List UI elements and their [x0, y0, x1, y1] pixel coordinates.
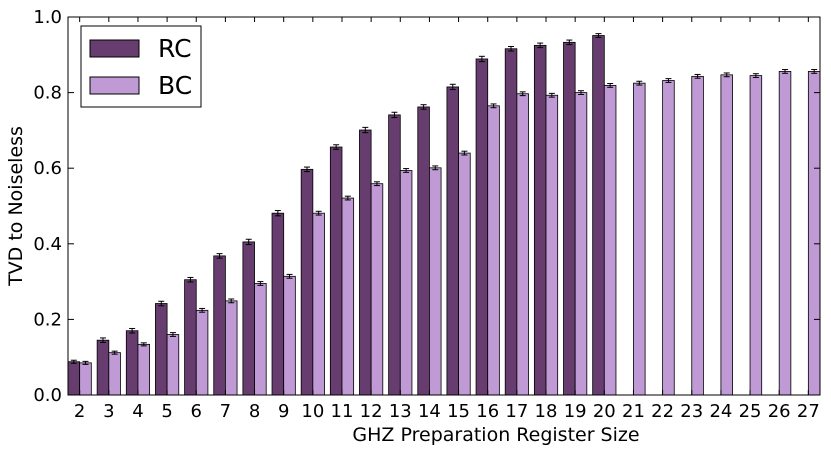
bar-bc-6 [195, 309, 209, 396]
bar-bc-4 [137, 343, 151, 396]
bar-bc-20 [603, 85, 617, 396]
legend-swatch-bc [89, 76, 140, 95]
bar-bc-11 [341, 197, 355, 396]
x-tick-label-2: 2 [74, 401, 85, 422]
x-tick-label-27: 27 [797, 401, 820, 422]
bar-rc-3 [96, 339, 110, 396]
bar-bc-8 [254, 283, 267, 396]
x-tick-label-22: 22 [651, 401, 674, 422]
bar-rc-4 [125, 330, 139, 396]
bar-bc-16 [487, 105, 500, 396]
bar-bc-15 [458, 152, 471, 396]
x-tick-label-24: 24 [709, 401, 732, 422]
x-tick-label-14: 14 [418, 401, 441, 422]
x-tick-label-11: 11 [331, 401, 354, 422]
bar-bc-21 [633, 82, 646, 396]
bar-bc-25 [749, 75, 763, 396]
x-tick-label-5: 5 [161, 401, 172, 422]
x-tick-label-7: 7 [220, 401, 231, 422]
y-tick-label-0.6: 0.6 [33, 158, 62, 179]
bar-bc-3 [108, 352, 121, 396]
x-tick-label-10: 10 [301, 401, 324, 422]
bar-rc-15 [446, 86, 459, 396]
legend: RC BC [80, 25, 202, 108]
bar-bc-14 [429, 167, 442, 396]
bar-bc-2 [79, 362, 92, 396]
error-bars-layer [70, 33, 818, 365]
bar-rc-19 [563, 41, 576, 396]
x-axis-title: GHZ Preparation Register Size [352, 424, 639, 446]
x-tick-label-17: 17 [505, 401, 528, 422]
bar-rc-10 [300, 168, 314, 396]
tick-labels-layer: 2 3 4 5 6 7 8 9 10 11 12 13 14 15 16 17 18 19 20 21 22 23 24 25… [33, 7, 819, 422]
x-tick-label-3: 3 [103, 401, 114, 422]
bar-bc-5 [166, 334, 180, 396]
x-tick-label-19: 19 [564, 401, 587, 422]
y-tick-label-1.0: 1.0 [33, 7, 62, 28]
y-tick-label-0.4: 0.4 [33, 234, 62, 255]
bar-bc-24 [720, 74, 733, 396]
x-tick-label-20: 20 [593, 401, 616, 422]
x-tick-label-16: 16 [476, 401, 499, 422]
x-tick-label-18: 18 [535, 401, 558, 422]
bar-rc-7 [213, 255, 226, 396]
x-tick-label-23: 23 [680, 401, 703, 422]
x-tick-label-21: 21 [622, 401, 645, 422]
y-tick-label-0.2: 0.2 [33, 309, 62, 330]
bar-bc-9 [283, 275, 296, 396]
y-tick-label-0.8: 0.8 [33, 83, 62, 104]
bar-bc-19 [574, 92, 588, 396]
bar-bc-17 [516, 93, 529, 396]
x-tick-label-9: 9 [278, 401, 289, 422]
bar-rc-17 [504, 48, 518, 396]
bar-bc-23 [691, 75, 704, 396]
bar-bc-22 [662, 80, 675, 396]
x-tick-label-4: 4 [132, 401, 143, 422]
bar-rc-12 [359, 129, 372, 396]
bar-rc-18 [533, 44, 547, 396]
bar-rc-13 [388, 114, 401, 396]
bar-rc-6 [184, 279, 197, 396]
plot-frame [67, 16, 821, 396]
bar-bc-18 [545, 94, 559, 396]
y-tick-label-0.0: 0.0 [33, 385, 62, 406]
bar-rc-14 [417, 106, 430, 396]
x-tick-label-25: 25 [739, 401, 762, 422]
axes-layer [67, 16, 821, 396]
bar-rc-20 [592, 35, 605, 396]
y-axis-title: TVD to Noiseless [5, 126, 27, 287]
x-tick-label-8: 8 [249, 401, 260, 422]
bar-rc-9 [271, 212, 285, 396]
legend-label-rc: RC [158, 34, 192, 63]
bar-rc-8 [242, 241, 255, 396]
bar-rc-2 [67, 361, 81, 396]
x-tick-label-6: 6 [191, 401, 202, 422]
legend-label-bc: BC [158, 71, 192, 100]
bar-bc-12 [370, 183, 384, 396]
x-tick-label-12: 12 [360, 401, 383, 422]
bar-bc-10 [312, 212, 325, 396]
bar-rc-11 [329, 146, 343, 396]
bar-bc-7 [224, 300, 238, 396]
bar-bc-13 [399, 170, 413, 396]
bar-bc-26 [778, 71, 792, 396]
bar-rc-16 [475, 58, 489, 396]
x-tick-label-15: 15 [447, 401, 470, 422]
bar-rc-5 [155, 303, 168, 396]
x-tick-label-26: 26 [768, 401, 791, 422]
legend-swatch-rc [89, 39, 140, 58]
bar-bc-27 [807, 71, 821, 396]
ticks-layer [68, 16, 820, 396]
x-tick-label-13: 13 [389, 401, 412, 422]
